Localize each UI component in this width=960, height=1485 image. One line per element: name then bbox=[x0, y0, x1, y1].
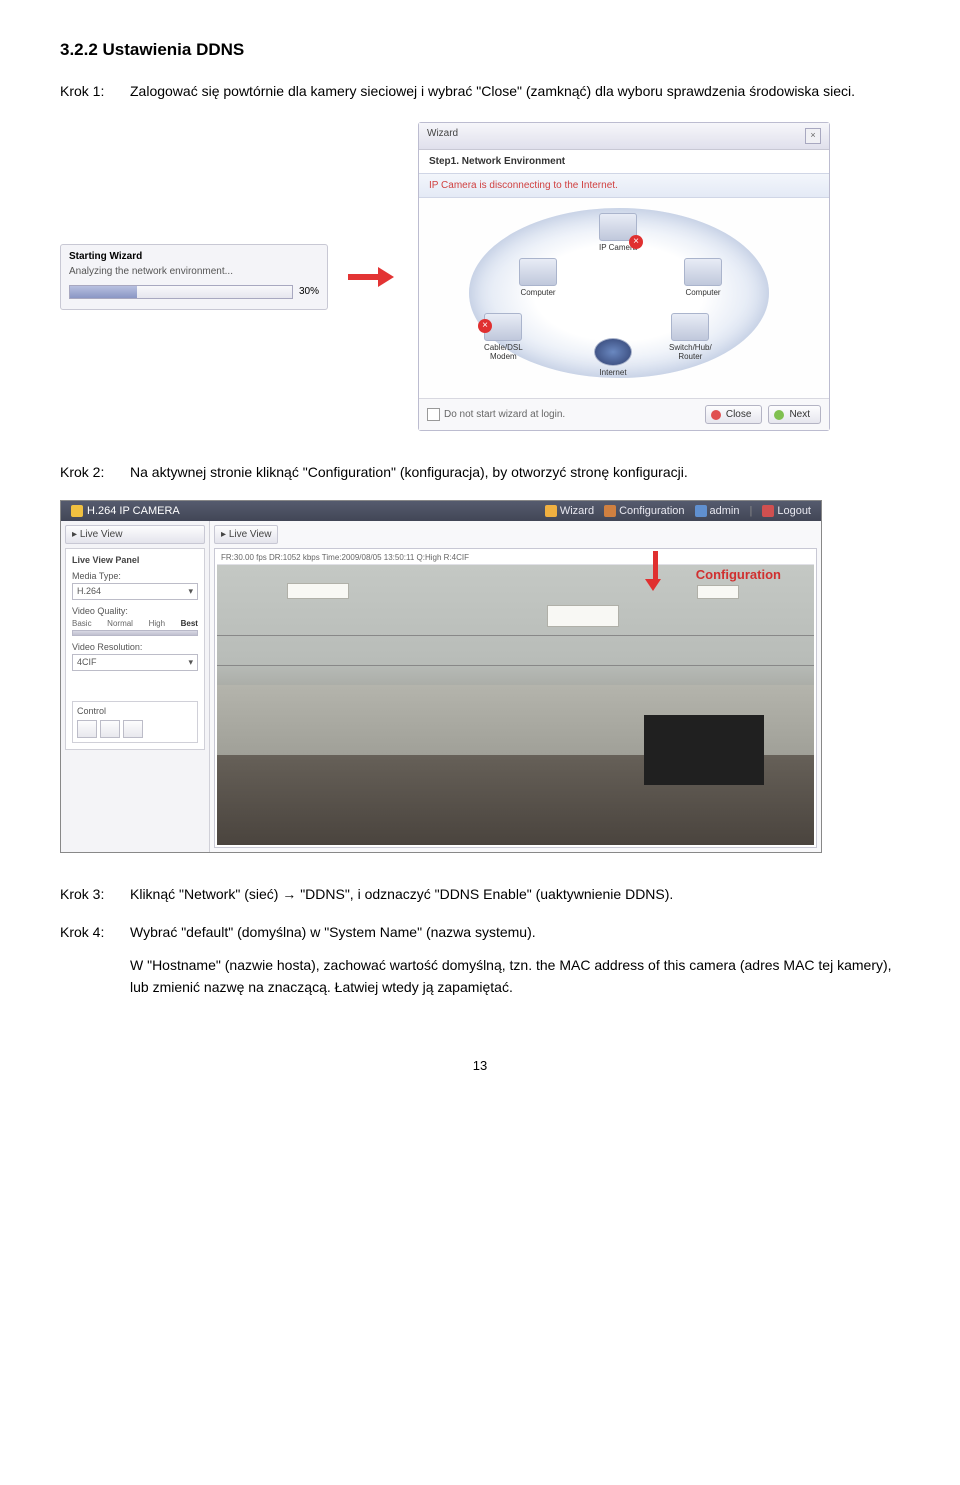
panel-title: Live View Panel bbox=[72, 555, 198, 565]
quality-label: Video Quality: bbox=[72, 606, 198, 616]
wizard-close-button[interactable]: × bbox=[805, 128, 821, 144]
wizard-checkbox-row[interactable]: Do not start wizard at login. bbox=[427, 408, 565, 421]
media-type-label: Media Type: bbox=[72, 571, 198, 581]
wizard-step-title: Step1. Network Environment bbox=[419, 150, 829, 173]
video-frame: FR:30.00 fps DR:1052 kbps Time:2009/08/0… bbox=[214, 548, 817, 848]
ipcam-main: ▸ Live View FR:30.00 fps DR:1052 kbps Ti… bbox=[210, 521, 821, 852]
cloud-computer-1: Computer bbox=[519, 258, 557, 297]
wizard-banner: IP Camera is disconnecting to the Intern… bbox=[419, 173, 829, 198]
resolution-label: Video Resolution: bbox=[72, 642, 198, 652]
cloud-router-label: Switch/Hub/ Router bbox=[669, 343, 712, 361]
step-4-text: Wybrać "default" (domyślna) w "System Na… bbox=[130, 921, 900, 998]
topnav-configuration[interactable]: Configuration bbox=[604, 505, 684, 517]
quality-options[interactable]: Basic Normal High Best bbox=[72, 619, 198, 628]
wizard-titlebar: Wizard × bbox=[419, 123, 829, 150]
step-3-text: Kliknąć "Network" (sieć) → "DDNS", i odz… bbox=[130, 883, 900, 905]
progress-fill bbox=[70, 286, 137, 298]
video-status-text: FR:30.00 fps DR:1052 kbps Time:2009/08/0… bbox=[217, 551, 814, 565]
config-icon bbox=[604, 505, 616, 517]
control-btn-3[interactable] bbox=[123, 720, 143, 738]
step-4-label: Krok 4: bbox=[60, 921, 130, 998]
step-3: Krok 3: Kliknąć "Network" (sieć) → "DDNS… bbox=[60, 883, 900, 905]
star-icon bbox=[71, 505, 83, 517]
wizard-check-label: Do not start wizard at login. bbox=[444, 409, 565, 420]
step-2: Krok 2: Na aktywnej stronie kliknąć "Con… bbox=[60, 461, 900, 483]
section-heading: 3.2.2 Ustawienia DDNS bbox=[60, 40, 900, 60]
live-view-panel: Live View Panel Media Type: H.264▾ Video… bbox=[65, 548, 205, 750]
wizard-dialog: Wizard × Step1. Network Environment IP C… bbox=[418, 122, 830, 431]
cloud-ipcamera: IP Camera × bbox=[599, 213, 637, 252]
cloud-modem-label: Cable/DSL Modem bbox=[484, 343, 523, 361]
wizard-close-btn[interactable]: Close bbox=[705, 405, 763, 424]
progress-bar bbox=[69, 285, 293, 299]
video-image bbox=[217, 565, 814, 845]
cloud-router: Switch/Hub/ Router bbox=[669, 313, 712, 361]
office-equipment bbox=[644, 715, 764, 785]
step-4-text-2: W "Hostname" (nazwie hosta), zachować wa… bbox=[130, 954, 900, 999]
step-1-text: Zalogować się powtórnie dla kamery sieci… bbox=[130, 80, 900, 102]
ipcam-titlebar: H.264 IP CAMERA Wizard Configuration adm… bbox=[61, 501, 821, 521]
logout-icon bbox=[762, 505, 774, 517]
ipcam-window: H.264 IP CAMERA Wizard Configuration adm… bbox=[60, 500, 822, 853]
control-btn-2[interactable] bbox=[100, 720, 120, 738]
step-2-label: Krok 2: bbox=[60, 461, 130, 483]
red-arrow-down-icon bbox=[650, 551, 661, 591]
topnav-wizard[interactable]: Wizard bbox=[545, 505, 594, 517]
cloud-computer-2: Computer bbox=[684, 258, 722, 297]
red-arrow-right-icon bbox=[348, 267, 398, 287]
cloud-internet: Internet bbox=[594, 338, 632, 377]
page-number: 13 bbox=[60, 1058, 900, 1073]
wizard-body: IP Camera × Computer Computer Cable/DSL … bbox=[419, 198, 829, 398]
main-tab-liveview[interactable]: ▸ Live View bbox=[214, 525, 278, 544]
figure-row-1: Starting Wizard Analyzing the network en… bbox=[60, 122, 900, 431]
wizard-title: Wizard bbox=[427, 128, 458, 144]
checkbox-icon[interactable] bbox=[427, 408, 440, 421]
control-label: Control bbox=[77, 706, 193, 716]
wizard-icon bbox=[545, 505, 557, 517]
ipcam-title: H.264 IP CAMERA bbox=[87, 505, 180, 517]
cloud-internet-label: Internet bbox=[594, 368, 632, 377]
step-2-text: Na aktywnej stronie kliknąć "Configurati… bbox=[130, 461, 900, 483]
media-type-select[interactable]: H.264▾ bbox=[72, 583, 198, 600]
step-4-text-1: Wybrać "default" (domyślna) w "System Na… bbox=[130, 921, 900, 943]
step-1: Krok 1: Zalogować się powtórnie dla kame… bbox=[60, 80, 900, 102]
sidebar-tab-liveview[interactable]: ▸ Live View bbox=[65, 525, 205, 544]
wizard-next-btn[interactable]: Next bbox=[768, 405, 821, 424]
cloud-computer-1-label: Computer bbox=[519, 288, 557, 297]
resolution-select[interactable]: 4CIF▾ bbox=[72, 654, 198, 671]
starting-wizard-box: Starting Wizard Analyzing the network en… bbox=[60, 244, 328, 310]
wizard-footer: Do not start wizard at login. Close Next bbox=[419, 398, 829, 430]
step-1-label: Krok 1: bbox=[60, 80, 130, 102]
ipcam-sidebar: ▸ Live View Live View Panel Media Type: … bbox=[61, 521, 210, 852]
topnav-logout[interactable]: Logout bbox=[762, 505, 811, 517]
control-section: Control bbox=[72, 701, 198, 743]
starting-wizard-title: Starting Wizard bbox=[69, 251, 319, 262]
configuration-callout-label: Configuration bbox=[696, 567, 781, 582]
progress-percent: 30% bbox=[299, 286, 319, 297]
red-x-icon: × bbox=[629, 235, 643, 249]
starting-wizard-subtitle: Analyzing the network environment... bbox=[69, 266, 319, 277]
cloud-computer-2-label: Computer bbox=[684, 288, 722, 297]
cloud-modem: Cable/DSL Modem × bbox=[484, 313, 523, 361]
chevron-down-icon: ▾ bbox=[188, 657, 193, 668]
network-cloud: IP Camera × Computer Computer Cable/DSL … bbox=[469, 208, 769, 378]
control-btn-1[interactable] bbox=[77, 720, 97, 738]
step-3-label: Krok 3: bbox=[60, 883, 130, 905]
topnav-admin[interactable]: admin bbox=[695, 505, 740, 517]
step-4: Krok 4: Wybrać "default" (domyślna) w "S… bbox=[60, 921, 900, 998]
quality-slider[interactable] bbox=[72, 630, 198, 636]
chevron-down-icon: ▾ bbox=[188, 586, 193, 597]
user-icon bbox=[695, 505, 707, 517]
